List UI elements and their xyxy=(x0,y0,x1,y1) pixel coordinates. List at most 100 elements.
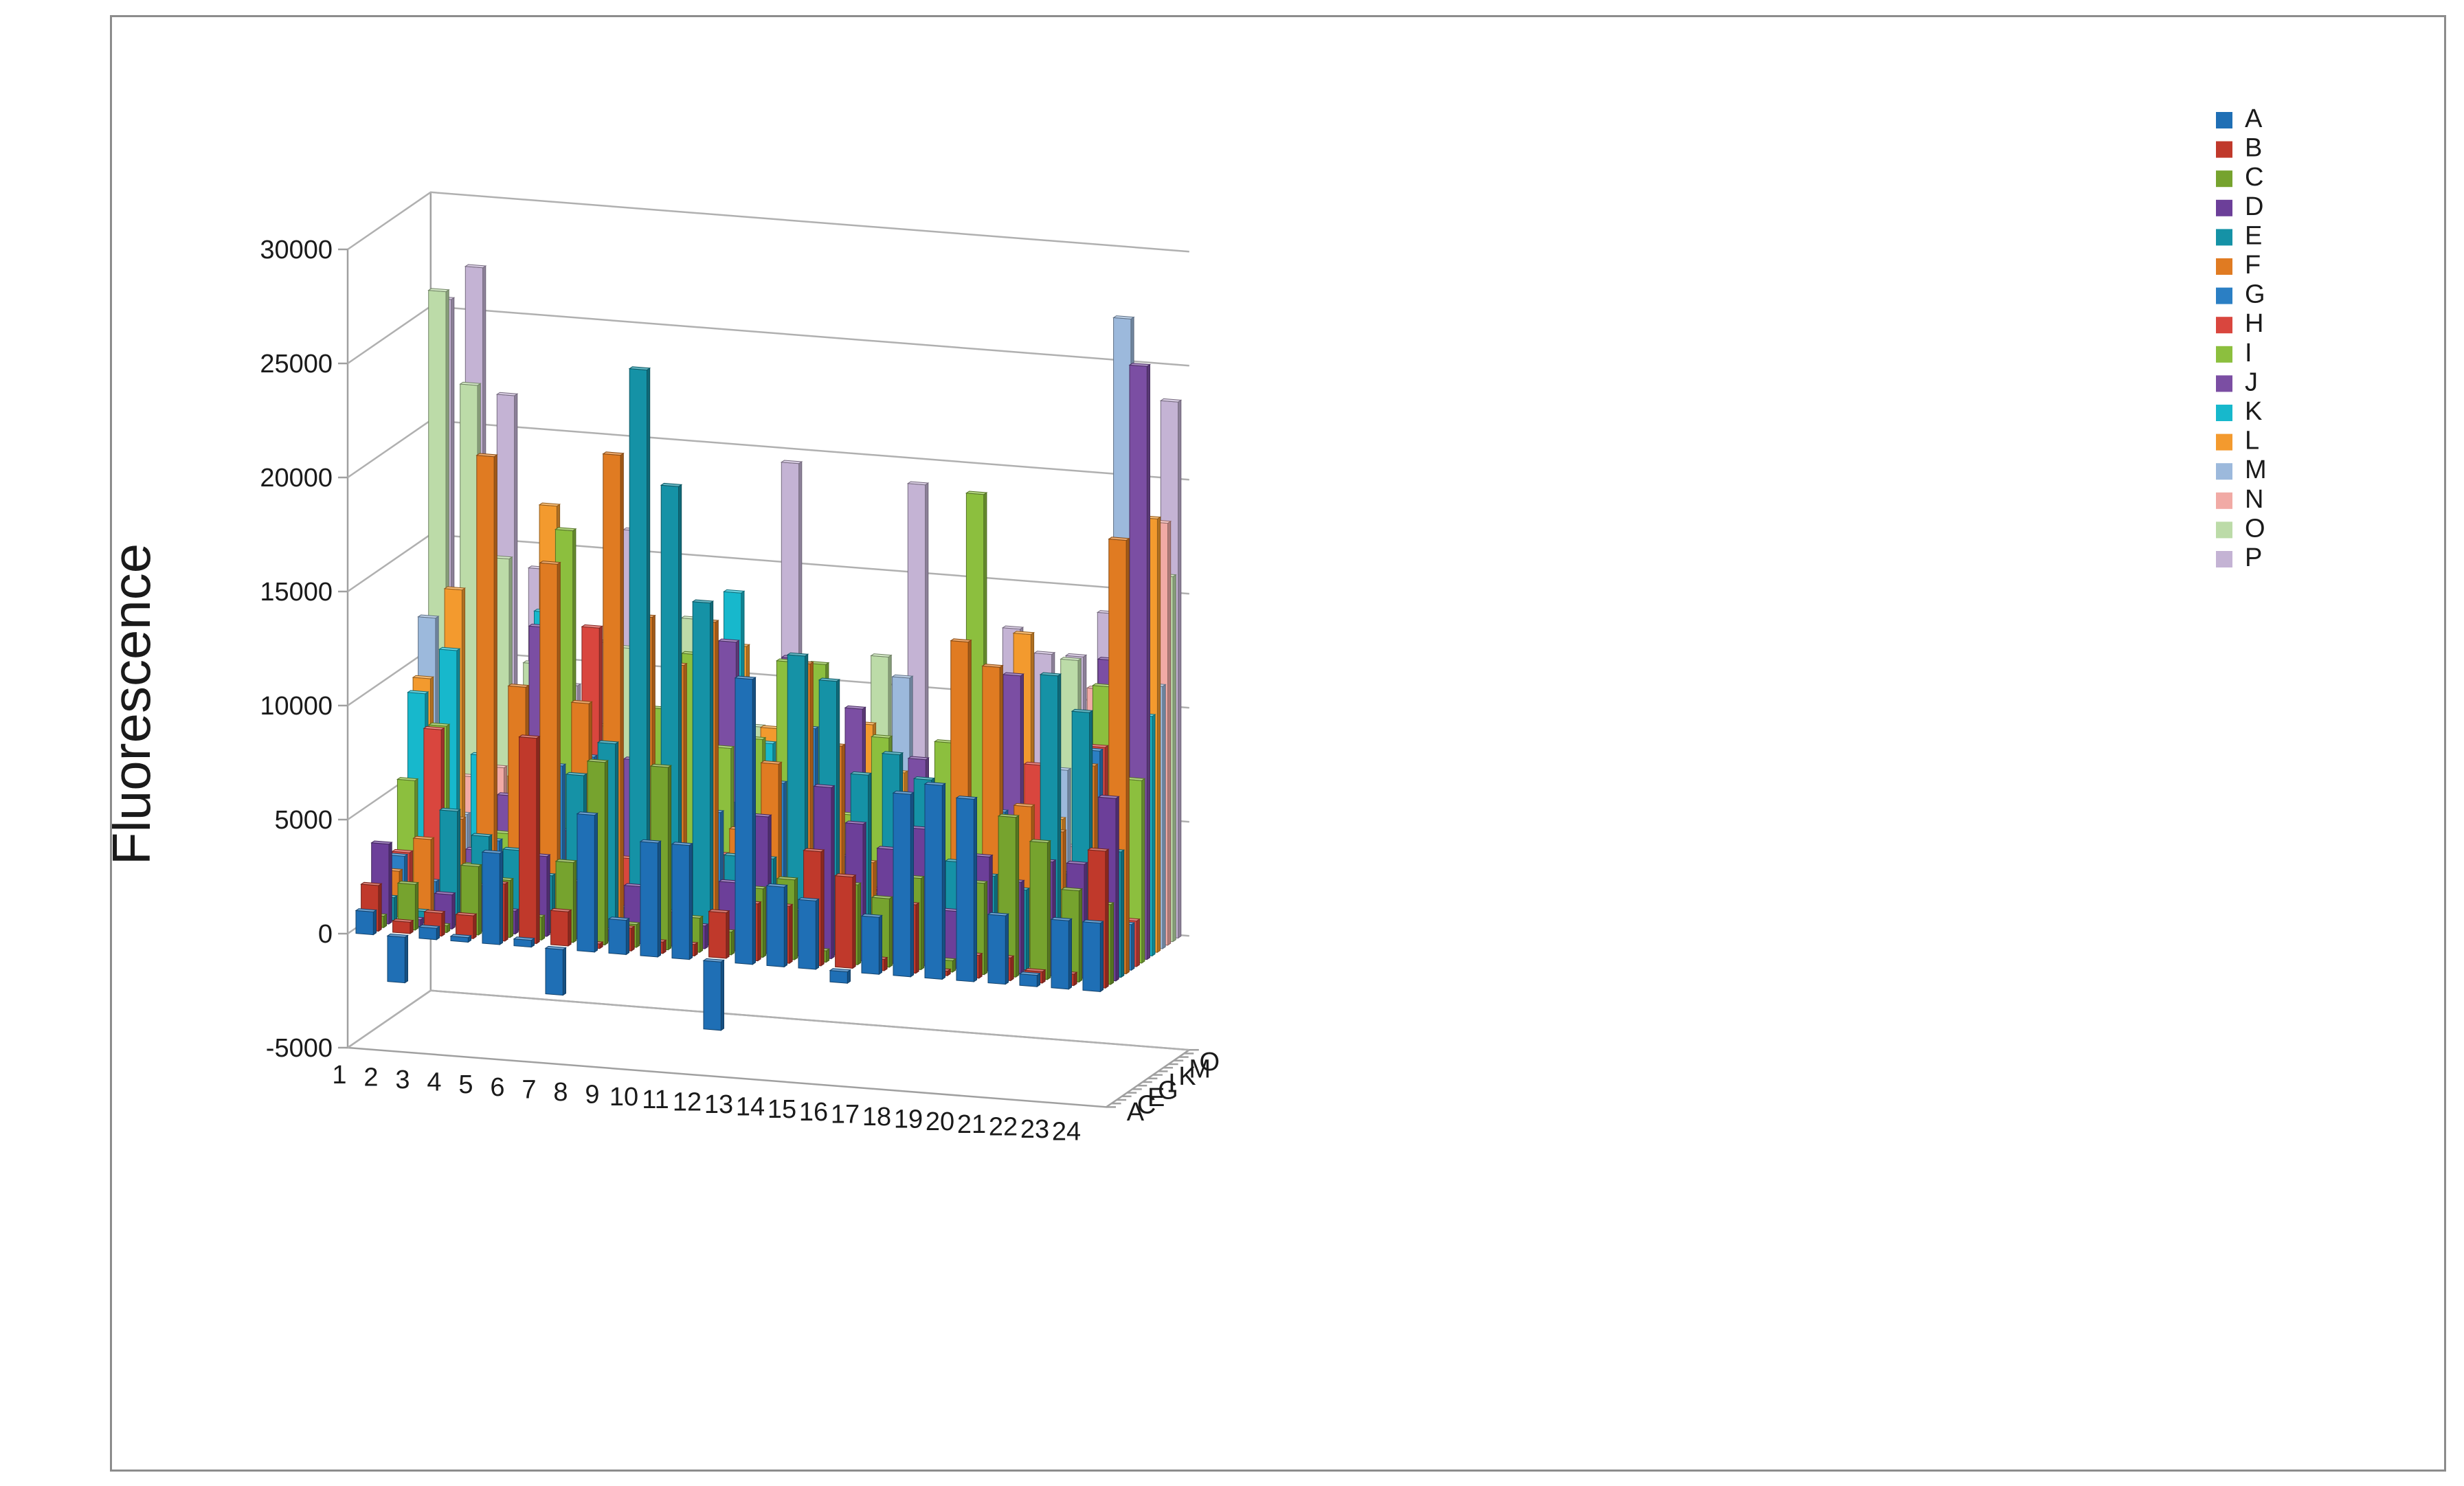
legend-swatch xyxy=(2216,434,2232,451)
bar-A-11 xyxy=(671,842,693,960)
x-tick-label: 5 xyxy=(458,1070,473,1099)
bars-layer xyxy=(355,264,1183,1031)
legend-item-B: B xyxy=(2216,134,2262,163)
x-tick-label: 12 xyxy=(673,1088,702,1116)
legend-label: C xyxy=(2245,163,2263,192)
chart-floor xyxy=(345,989,1192,1108)
x-tick-label: 8 xyxy=(553,1078,568,1107)
legend-label: A xyxy=(2245,104,2263,133)
legend-swatch xyxy=(2216,463,2232,480)
legend-swatch xyxy=(2216,112,2232,128)
chart-frame: -5000 0 5000 10000 15000 20000 25000 30000 1 2 3 4 5… xyxy=(110,15,2446,1472)
legend-item-F: F xyxy=(2216,251,2261,280)
bar-F-4 xyxy=(475,453,498,925)
x-tick-label: 2 xyxy=(363,1063,378,1092)
y-tick-label: 25000 xyxy=(260,350,333,379)
depth-tick-label: C xyxy=(1137,1090,1156,1119)
legend-swatch xyxy=(2216,521,2232,539)
legend-label: M xyxy=(2245,455,2267,484)
bar-A-14 xyxy=(765,883,788,968)
x-tick-label: 11 xyxy=(642,1085,669,1114)
legend-label: E xyxy=(2245,221,2262,250)
x-tick-label: 14 xyxy=(736,1093,765,1122)
x-tick-label: 23 xyxy=(1020,1115,1049,1144)
legend-item-J: J xyxy=(2216,368,2258,396)
bar-A-2 xyxy=(386,933,409,984)
legend-label: F xyxy=(2245,251,2261,280)
depth-tick-label: G xyxy=(1158,1077,1178,1105)
legend-swatch xyxy=(2216,346,2232,363)
bar-B-7 xyxy=(550,908,572,947)
bar-A-10 xyxy=(639,839,662,958)
legend-label: B xyxy=(2245,134,2262,163)
bar-A-18 xyxy=(892,790,915,978)
x-tick-label: 20 xyxy=(926,1107,954,1136)
bar-A-1 xyxy=(355,908,377,936)
bar-A-9 xyxy=(607,916,630,956)
bar-A-21 xyxy=(987,912,1009,985)
bar-A-19 xyxy=(923,781,946,980)
bar-A-7 xyxy=(544,945,567,996)
bar-A-16 xyxy=(829,968,851,984)
legend-swatch xyxy=(2216,258,2232,275)
legend-label: H xyxy=(2245,309,2263,338)
legend-swatch xyxy=(2216,141,2232,158)
legend-swatch xyxy=(2216,199,2232,216)
depth-tick-label: E xyxy=(1147,1083,1165,1112)
y-tick-label: 20000 xyxy=(260,464,333,493)
x-tick-label: 6 xyxy=(490,1073,504,1102)
x-tick-label: 7 xyxy=(522,1075,536,1104)
bar-F-6 xyxy=(539,561,561,930)
legend-item-N: N xyxy=(2216,485,2263,514)
legend-label: N xyxy=(2245,485,2263,514)
x-tick-label: 19 xyxy=(894,1105,923,1134)
x-tick-label: 16 xyxy=(799,1098,828,1127)
legend-label: I xyxy=(2245,339,2252,368)
bar-B-2 xyxy=(392,919,414,934)
legend-item-P: P xyxy=(2216,543,2262,572)
legend-swatch xyxy=(2216,170,2232,188)
legend-item-M: M xyxy=(2216,455,2267,484)
legend-item-K: K xyxy=(2216,397,2262,426)
legend-item-L: L xyxy=(2216,427,2259,455)
legend-swatch xyxy=(2216,492,2232,509)
bar-E-11 xyxy=(691,599,715,946)
legend-label: G xyxy=(2245,280,2265,309)
bar-B-12 xyxy=(708,909,730,959)
bar-A-5 xyxy=(481,849,504,945)
bar-A-3 xyxy=(418,924,440,941)
bar-A-6 xyxy=(513,936,535,948)
x-tick-label: 10 xyxy=(609,1083,638,1112)
legend-label: J xyxy=(2245,368,2258,396)
depth-tick-label: M xyxy=(1189,1055,1211,1083)
legend-item-C: C xyxy=(2216,163,2263,192)
bar-A-24 xyxy=(1082,919,1104,993)
bar-A-22 xyxy=(1018,971,1041,988)
depth-tick-label: O xyxy=(1199,1048,1220,1077)
bar-A-20 xyxy=(955,796,978,982)
y-tick-label: 15000 xyxy=(260,578,333,607)
bar-A-17 xyxy=(860,913,883,976)
legend-item-O: O xyxy=(2216,514,2265,543)
legend-swatch xyxy=(2216,229,2232,246)
y-tick-label: -5000 xyxy=(266,1034,333,1063)
legend-swatch xyxy=(2216,405,2232,421)
depth-tick-label: I xyxy=(1168,1069,1176,1098)
x-tick-label: 24 xyxy=(1052,1118,1081,1147)
legend-swatch xyxy=(2216,317,2232,334)
bar-E-9 xyxy=(628,366,651,941)
depth-tick-label: K xyxy=(1178,1062,1196,1091)
y-axis-label: Fluorescence xyxy=(112,543,161,865)
legend-label: P xyxy=(2245,543,2262,572)
legend-item-H: H xyxy=(2216,309,2263,338)
bar-A-15 xyxy=(797,897,820,970)
x-tick-label: 3 xyxy=(395,1066,410,1094)
y-tick-label: 0 xyxy=(318,920,333,949)
legend-swatch xyxy=(2216,287,2232,304)
bar-C-22 xyxy=(1029,839,1052,980)
gridline xyxy=(347,191,1189,253)
bar-A-23 xyxy=(1050,916,1073,990)
